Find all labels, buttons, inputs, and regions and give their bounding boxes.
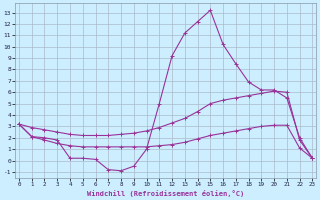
X-axis label: Windchill (Refroidissement éolien,°C): Windchill (Refroidissement éolien,°C): [87, 190, 244, 197]
